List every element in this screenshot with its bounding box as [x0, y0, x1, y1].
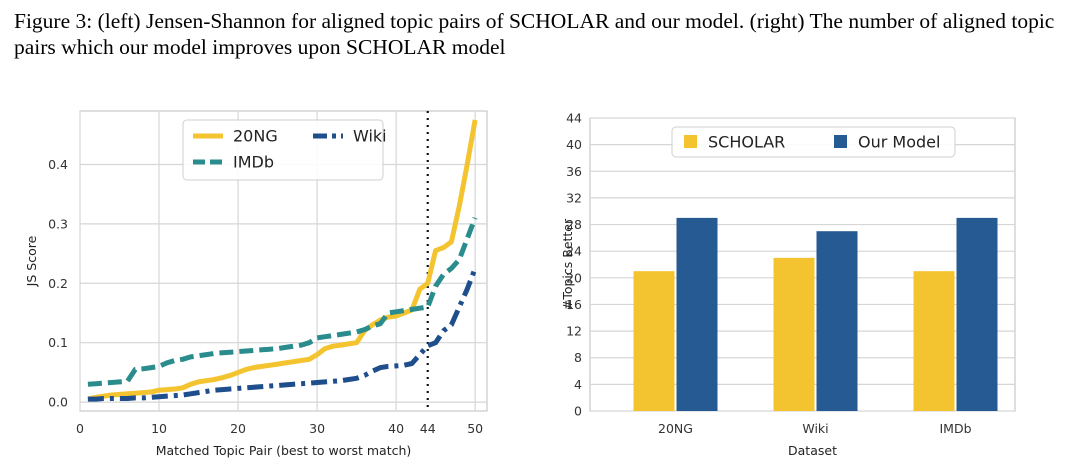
- left-x-axis-label: Matched Topic Pair (best to worst match): [156, 443, 412, 458]
- right-tick-labels: 0 4 8 12 16 20 24 28 32 36 40 44 20NG Wiki IMDb: [566, 111, 971, 437]
- figure-caption: Figure 3: (left) Jensen-Shannon for alig…: [14, 9, 1055, 59]
- left-x-tick-label: 20: [230, 421, 246, 436]
- left-series-lines: [87, 119, 478, 402]
- left-y-tick-label: 0.3: [48, 216, 68, 231]
- bar-imdb-scholar: [913, 271, 955, 411]
- left-x-tick-label: 0: [76, 421, 84, 436]
- legend-label-scholar: SCHOLAR: [708, 133, 785, 152]
- right-y-tick-label: 36: [566, 164, 582, 179]
- right-x-axis-label: Dataset: [788, 443, 837, 458]
- right-y-tick-label: 8: [574, 350, 582, 365]
- right-x-tick-label: IMDb: [939, 421, 971, 436]
- left-y-tick-label: 0.1: [48, 335, 68, 350]
- left-tick-labels: 0 10 20 30 40 44 50 0.0 0.1 0.2 0.3 0.4: [48, 157, 483, 436]
- legend-swatch-our-model: [834, 135, 847, 148]
- right-x-tick-label: Wiki: [802, 421, 828, 436]
- right-y-axis-label: #Topics Better: [560, 218, 575, 310]
- legend-label-wiki: Wiki: [353, 127, 387, 146]
- left-y-axis-label: JS Score: [24, 235, 39, 287]
- left-y-tick-label: 0.0: [48, 395, 68, 410]
- right-y-tick-label: 28: [566, 217, 582, 232]
- right-x-tick-label: 20NG: [658, 421, 693, 436]
- right-y-tick-label: 40: [566, 137, 582, 152]
- right-y-tick-label: 16: [566, 297, 582, 312]
- bar-20ng-scholar: [633, 271, 675, 411]
- topics-better-bar-chart: 0 4 8 12 16 20 24 28 32 36 40 44 20NG Wiki IMDb Datase…: [560, 111, 1016, 458]
- left-x-tick-label: 30: [309, 421, 325, 436]
- right-y-tick-label: 0: [574, 404, 582, 419]
- right-legend: SCHOLAR Our Model: [671, 126, 956, 158]
- legend-label-20ng: 20NG: [233, 127, 278, 146]
- left-x-tick-label: 50: [467, 421, 483, 436]
- left-y-tick-label: 0.4: [48, 157, 68, 172]
- bar-imdb-our-model: [956, 217, 998, 411]
- left-x-tick-label: 10: [151, 421, 167, 436]
- right-bars: [633, 217, 998, 411]
- bar-20ng-our-model: [676, 217, 718, 411]
- legend-label-our-model: Our Model: [858, 133, 940, 152]
- right-y-tick-label: 44: [566, 111, 582, 126]
- js-score-line-chart: 0 10 20 30 40 44 50 0.0 0.1 0.2 0.3 0.4 Matched Top…: [24, 110, 488, 458]
- right-y-tick-label: 12: [566, 324, 582, 339]
- right-y-tick-label: 24: [566, 244, 582, 259]
- series-line-imdb: [87, 217, 478, 387]
- legend-swatch-scholar: [684, 135, 697, 148]
- legend-label-imdb: IMDb: [233, 153, 274, 172]
- left-x-tick-label: 40: [388, 421, 404, 436]
- right-y-tick-label: 32: [566, 190, 582, 205]
- right-legend-box: [671, 126, 956, 158]
- bar-wiki-our-model: [816, 231, 858, 411]
- left-x-tick-label: 44: [420, 421, 436, 436]
- right-y-tick-label: 20: [566, 270, 582, 285]
- left-legend: 20NG Wiki IMDb: [182, 119, 387, 181]
- left-y-tick-label: 0.2: [48, 276, 68, 291]
- right-y-tick-label: 4: [574, 377, 582, 392]
- bar-wiki-scholar: [773, 257, 815, 411]
- series-line-wiki: [87, 267, 478, 402]
